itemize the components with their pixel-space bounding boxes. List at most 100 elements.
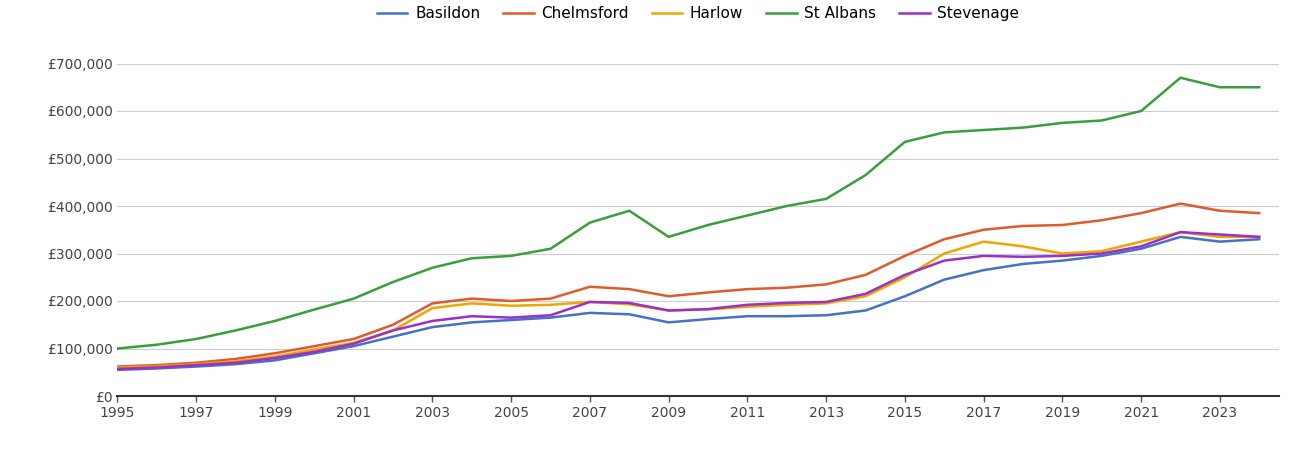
- St Albans: [465, 256, 480, 261]
- Chelmsford: [740, 287, 756, 292]
- Stevenage: [149, 365, 164, 370]
- Harlow: [779, 302, 795, 307]
- Stevenage: [228, 360, 244, 365]
- Harlow: [1133, 239, 1148, 244]
- Chelmsford: [701, 290, 716, 295]
- Harlow: [1015, 244, 1031, 249]
- Harlow: [1094, 248, 1109, 254]
- Chelmsford: [779, 285, 795, 290]
- Stevenage: [1133, 244, 1148, 249]
- Stevenage: [307, 349, 322, 355]
- Stevenage: [385, 328, 401, 333]
- Chelmsford: [818, 282, 834, 287]
- Stevenage: [110, 366, 125, 372]
- Basildon: [307, 351, 322, 356]
- Basildon: [188, 364, 204, 369]
- Harlow: [857, 293, 873, 299]
- St Albans: [937, 130, 953, 135]
- Stevenage: [1212, 232, 1228, 237]
- Chelmsford: [1173, 201, 1189, 206]
- Basildon: [779, 314, 795, 319]
- Basildon: [621, 311, 637, 317]
- Line: Basildon: Basildon: [117, 237, 1259, 370]
- Stevenage: [1251, 234, 1267, 239]
- Basildon: [149, 366, 164, 371]
- Harlow: [897, 274, 912, 280]
- Chelmsford: [188, 360, 204, 365]
- St Albans: [1133, 108, 1148, 114]
- St Albans: [424, 265, 440, 270]
- Stevenage: [976, 253, 992, 259]
- Line: Stevenage: Stevenage: [117, 232, 1259, 369]
- Stevenage: [1054, 253, 1070, 259]
- Chelmsford: [307, 343, 322, 349]
- Stevenage: [1094, 251, 1109, 256]
- Stevenage: [937, 258, 953, 263]
- Harlow: [188, 361, 204, 367]
- Basildon: [228, 361, 244, 367]
- Stevenage: [818, 299, 834, 305]
- Basildon: [543, 315, 559, 320]
- Chelmsford: [1054, 222, 1070, 228]
- St Albans: [1054, 120, 1070, 126]
- Harlow: [701, 307, 716, 312]
- Chelmsford: [504, 298, 519, 304]
- Basildon: [268, 358, 283, 363]
- St Albans: [346, 296, 361, 302]
- Line: Harlow: Harlow: [117, 232, 1259, 368]
- St Albans: [1251, 85, 1267, 90]
- Harlow: [307, 347, 322, 352]
- Stevenage: [701, 306, 716, 312]
- Basildon: [110, 367, 125, 373]
- Harlow: [976, 239, 992, 244]
- Basildon: [1212, 239, 1228, 244]
- Stevenage: [857, 291, 873, 297]
- Harlow: [110, 365, 125, 370]
- Chelmsford: [1015, 223, 1031, 229]
- Harlow: [582, 299, 598, 305]
- Harlow: [268, 354, 283, 359]
- Basildon: [1251, 237, 1267, 242]
- Basildon: [1054, 258, 1070, 263]
- Stevenage: [465, 314, 480, 319]
- St Albans: [149, 342, 164, 347]
- Basildon: [976, 267, 992, 273]
- Legend: Basildon, Chelmsford, Harlow, St Albans, Stevenage: Basildon, Chelmsford, Harlow, St Albans,…: [371, 0, 1026, 27]
- Harlow: [621, 302, 637, 307]
- Stevenage: [1015, 254, 1031, 260]
- Basildon: [346, 343, 361, 349]
- Stevenage: [424, 318, 440, 324]
- Stevenage: [897, 272, 912, 278]
- Harlow: [818, 301, 834, 306]
- Harlow: [1054, 251, 1070, 256]
- Line: St Albans: St Albans: [117, 78, 1259, 348]
- Chelmsford: [465, 296, 480, 302]
- Basildon: [465, 320, 480, 325]
- Harlow: [937, 251, 953, 256]
- St Albans: [740, 213, 756, 218]
- St Albans: [228, 328, 244, 333]
- Chelmsford: [268, 351, 283, 356]
- Stevenage: [582, 299, 598, 305]
- Chelmsford: [660, 293, 676, 299]
- Harlow: [504, 303, 519, 308]
- Chelmsford: [346, 336, 361, 342]
- Harlow: [149, 364, 164, 369]
- Chelmsford: [582, 284, 598, 289]
- St Albans: [1015, 125, 1031, 130]
- Harlow: [385, 328, 401, 333]
- Basildon: [504, 317, 519, 323]
- Chelmsford: [385, 322, 401, 328]
- Stevenage: [621, 300, 637, 306]
- St Albans: [110, 346, 125, 351]
- Stevenage: [779, 300, 795, 306]
- Stevenage: [504, 315, 519, 320]
- St Albans: [621, 208, 637, 213]
- St Albans: [307, 307, 322, 312]
- Basildon: [385, 334, 401, 339]
- St Albans: [818, 196, 834, 202]
- Chelmsford: [110, 364, 125, 369]
- Chelmsford: [228, 356, 244, 362]
- Harlow: [740, 304, 756, 310]
- Stevenage: [268, 356, 283, 361]
